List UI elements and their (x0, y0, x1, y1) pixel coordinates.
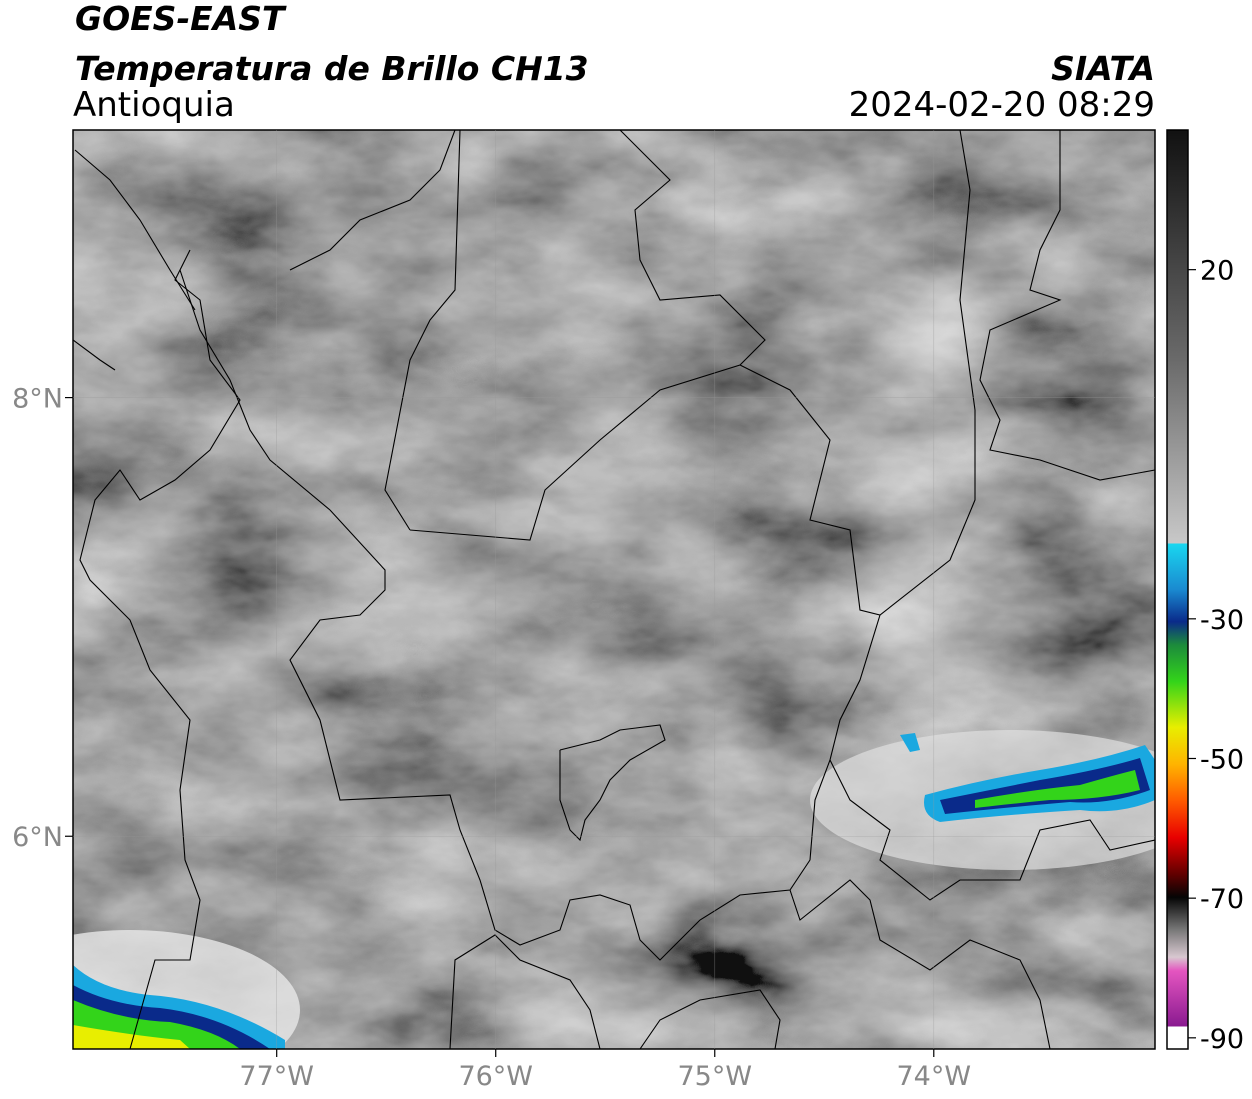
y-tick-label: 8°N (12, 384, 63, 415)
border (639, 989, 781, 1049)
y-tick-label: 6°N (12, 822, 63, 853)
x-tick-label: 77°W (239, 1061, 314, 1092)
border (979, 130, 1155, 481)
border (559, 724, 666, 842)
border (74, 149, 196, 311)
cold-cloud (73, 1025, 190, 1049)
cold-cloud (975, 770, 1140, 808)
map-frame (72, 129, 1156, 1050)
border (449, 934, 601, 1049)
colorbar-tick-label: -70 (1200, 884, 1244, 915)
border (789, 879, 1051, 1049)
subtitle: Temperatura de Brillo CH13 (75, 49, 589, 88)
colorbar-tick-label: -90 (1200, 1024, 1244, 1055)
colorbar-tick-label: 20 (1200, 256, 1234, 287)
cloud-texture (73, 130, 1155, 1049)
region: Antioquia (73, 85, 235, 125)
x-tick-label: 75°W (677, 1061, 752, 1092)
borders (73, 130, 1155, 1049)
border (409, 130, 766, 541)
border (79, 249, 241, 1049)
source: SIATA (1051, 49, 1155, 88)
title: GOES-EAST (75, 0, 287, 38)
colorbar-tick-label: -50 (1200, 744, 1244, 775)
colorbar (1166, 129, 1189, 1050)
border (289, 130, 456, 271)
border (829, 759, 1155, 901)
border (73, 339, 116, 371)
border (384, 130, 461, 531)
datetime: 2024-02-20 08:29 (849, 85, 1155, 125)
border (179, 269, 881, 961)
colorbar-tick-label: -30 (1200, 605, 1244, 636)
x-tick-label: 74°W (897, 1061, 972, 1092)
cold-cloud (900, 733, 920, 752)
map-image (73, 130, 1155, 1049)
x-tick-label: 76°W (458, 1061, 533, 1092)
